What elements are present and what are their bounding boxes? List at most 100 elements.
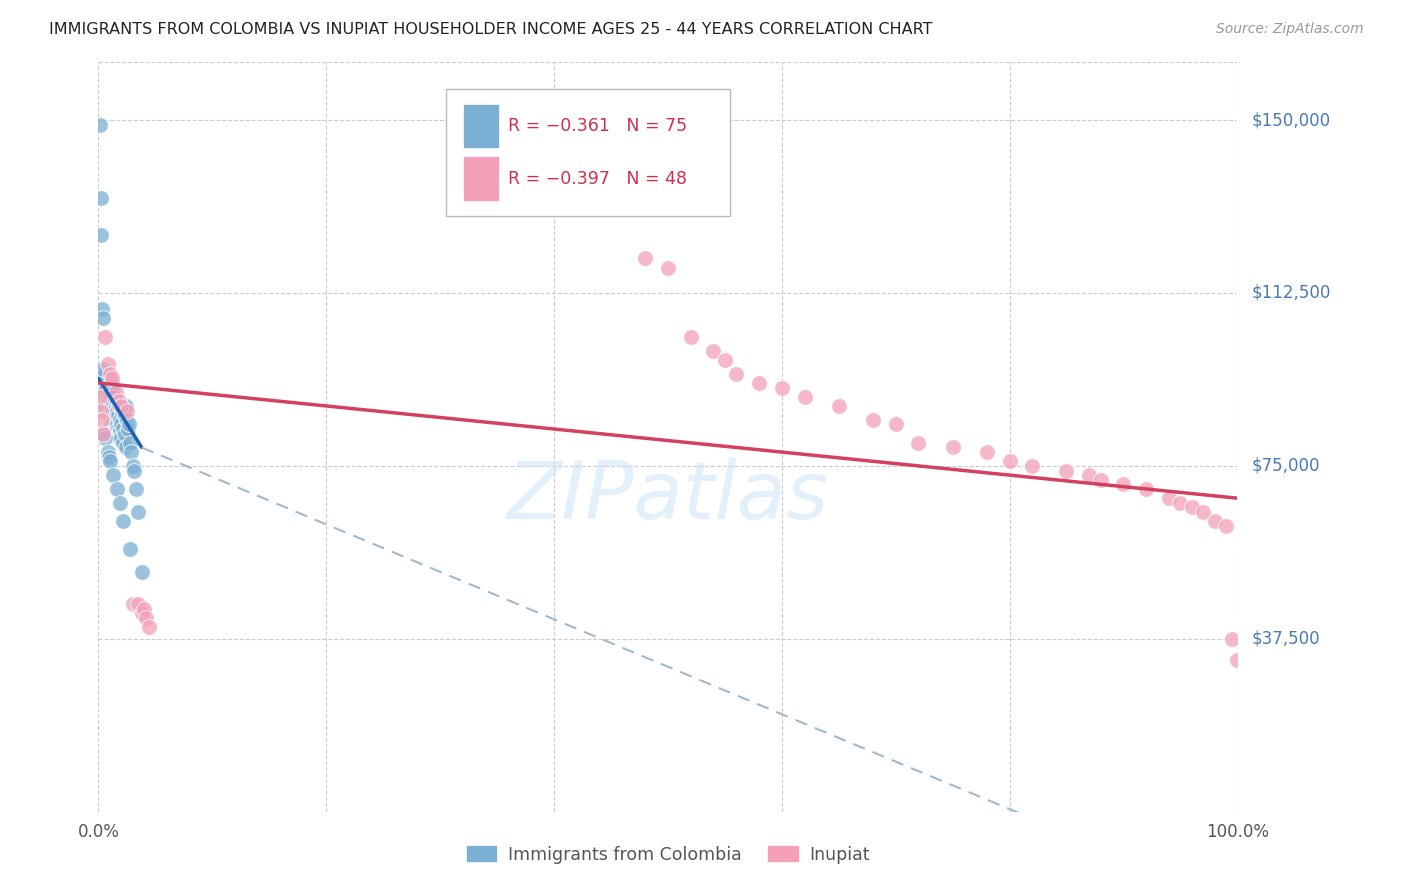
Point: [862, 413, 884, 427]
Point: [108, 399, 131, 413]
Point: [103, 403, 125, 417]
Point: [1021, 458, 1043, 473]
Point: [96, 390, 118, 404]
Point: [117, 422, 139, 436]
Point: [114, 426, 136, 441]
Text: R = −0.397   N = 48: R = −0.397 N = 48: [509, 169, 688, 187]
Point: [110, 431, 132, 445]
Point: [89, 385, 111, 400]
Point: [112, 422, 135, 436]
Legend: Immigrants from Colombia, Inupiat: Immigrants from Colombia, Inupiat: [460, 838, 876, 871]
Text: ZIPatlas: ZIPatlas: [506, 458, 830, 536]
FancyBboxPatch shape: [463, 103, 499, 148]
Point: [118, 417, 141, 432]
Point: [98, 385, 121, 400]
Point: [98, 367, 121, 381]
Point: [828, 399, 851, 413]
Point: [634, 252, 657, 266]
Point: [104, 385, 127, 400]
Point: [93, 399, 115, 413]
Point: [96, 399, 118, 413]
Point: [105, 482, 128, 496]
Point: [127, 505, 149, 519]
Point: [122, 463, 145, 477]
Point: [97, 403, 120, 417]
Point: [127, 597, 149, 611]
Point: [108, 426, 131, 441]
Point: [114, 441, 136, 455]
Point: [111, 403, 134, 417]
Point: [103, 408, 125, 422]
Point: [100, 417, 122, 432]
Point: [138, 620, 160, 634]
Point: [107, 408, 129, 422]
Point: [1170, 496, 1192, 510]
Point: [90, 380, 112, 394]
Point: [793, 390, 815, 404]
Point: [91, 426, 114, 441]
Point: [907, 435, 929, 450]
Text: R = −0.361   N = 75: R = −0.361 N = 75: [509, 117, 688, 135]
Point: [120, 541, 142, 556]
Point: [1220, 632, 1243, 646]
Point: [100, 390, 122, 404]
Point: [1157, 491, 1180, 505]
Point: [101, 399, 124, 413]
Point: [96, 367, 118, 381]
Point: [90, 302, 112, 317]
Point: [94, 399, 117, 413]
Point: [1112, 477, 1135, 491]
Point: [96, 358, 118, 372]
Text: $150,000: $150,000: [1251, 112, 1330, 129]
Point: [884, 417, 907, 432]
Point: [108, 422, 131, 436]
Point: [97, 394, 120, 409]
Point: [131, 565, 153, 579]
Text: $75,000: $75,000: [1251, 457, 1320, 475]
Point: [1215, 519, 1237, 533]
Point: [132, 602, 155, 616]
Point: [115, 413, 138, 427]
Point: [90, 413, 112, 427]
Point: [1204, 514, 1226, 528]
Point: [91, 311, 114, 326]
Point: [93, 367, 115, 381]
Point: [98, 380, 121, 394]
Text: $37,500: $37,500: [1251, 630, 1320, 648]
Point: [97, 408, 120, 422]
Point: [125, 482, 148, 496]
Point: [108, 394, 131, 409]
Point: [105, 394, 128, 409]
Point: [89, 390, 111, 404]
Point: [108, 413, 131, 427]
Point: [94, 431, 117, 445]
FancyBboxPatch shape: [463, 156, 499, 202]
Point: [998, 454, 1021, 468]
Point: [104, 422, 127, 436]
FancyBboxPatch shape: [446, 88, 731, 216]
Point: [97, 450, 120, 464]
Point: [93, 426, 115, 441]
Point: [96, 445, 118, 459]
Point: [112, 514, 135, 528]
Point: [90, 228, 112, 243]
Point: [120, 435, 142, 450]
Text: Source: ZipAtlas.com: Source: ZipAtlas.com: [1216, 22, 1364, 37]
Point: [114, 399, 136, 413]
Point: [101, 376, 124, 390]
Point: [103, 413, 125, 427]
Point: [657, 260, 679, 275]
Point: [679, 330, 702, 344]
Point: [135, 611, 157, 625]
Point: [103, 390, 125, 404]
Point: [108, 496, 131, 510]
Point: [725, 367, 748, 381]
Text: IMMIGRANTS FROM COLOMBIA VS INUPIAT HOUSEHOLDER INCOME AGES 25 - 44 YEARS CORREL: IMMIGRANTS FROM COLOMBIA VS INUPIAT HOUS…: [49, 22, 932, 37]
Point: [104, 413, 127, 427]
Point: [976, 445, 998, 459]
Point: [770, 380, 793, 394]
Point: [96, 380, 118, 394]
Point: [1078, 468, 1101, 483]
Point: [120, 445, 142, 459]
Point: [1192, 505, 1215, 519]
